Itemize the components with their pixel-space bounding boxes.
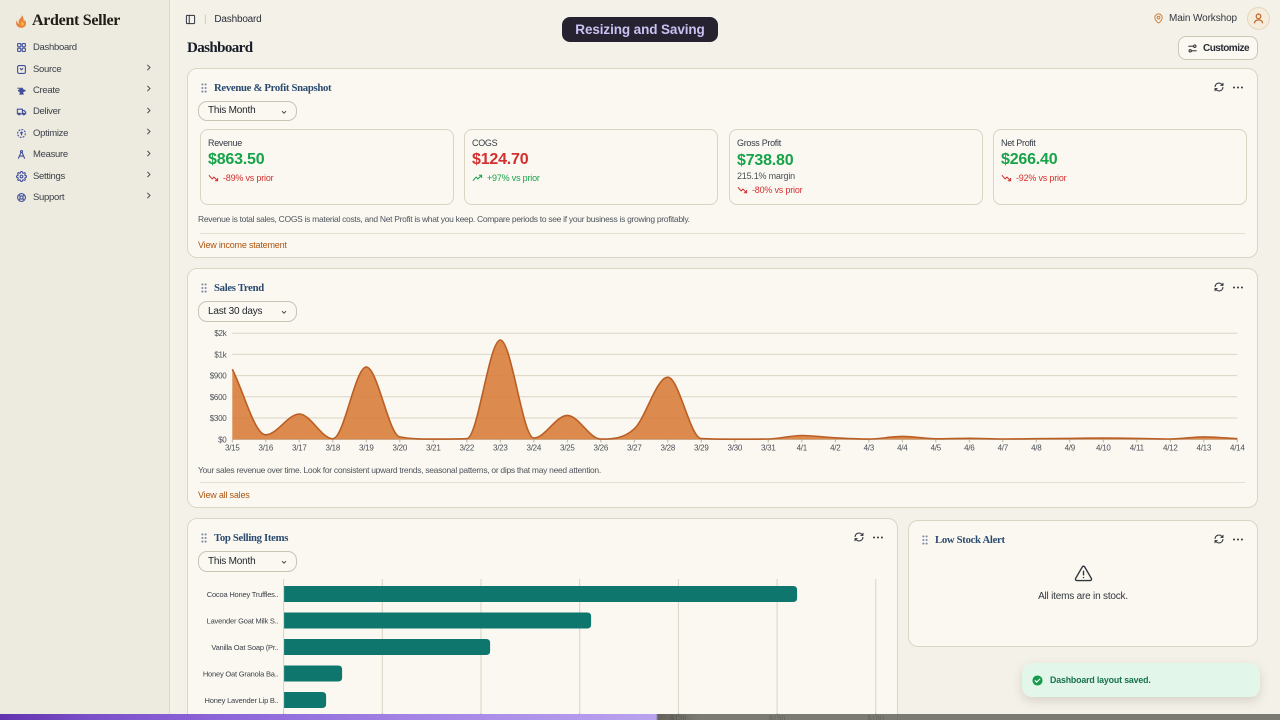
svg-text:3/23: 3/23 [493,444,508,453]
svg-text:3/15: 3/15 [225,444,240,453]
svg-text:4/6: 4/6 [964,444,975,453]
svg-text:4/12: 4/12 [1163,444,1178,453]
svg-text:$2k: $2k [214,329,227,338]
svg-text:Vanilla Oat Soap (Pr..: Vanilla Oat Soap (Pr.. [211,643,278,652]
svg-text:3/25: 3/25 [560,444,575,453]
svg-text:3/30: 3/30 [728,444,743,453]
svg-text:4/1: 4/1 [797,444,808,453]
svg-text:4/4: 4/4 [897,444,908,453]
svg-text:4/9: 4/9 [1065,444,1076,453]
svg-text:Cocoa Honey Truffles..: Cocoa Honey Truffles.. [207,590,279,599]
svg-text:3/29: 3/29 [694,444,709,453]
svg-text:Honey Lavender Lip B..: Honey Lavender Lip B.. [205,696,279,705]
svg-text:4/5: 4/5 [931,444,942,453]
svg-text:4/14: 4/14 [1230,444,1245,453]
svg-text:$300: $300 [210,414,228,423]
svg-text:Lavender Goat Milk S..: Lavender Goat Milk S.. [207,617,279,626]
svg-text:3/28: 3/28 [661,444,676,453]
svg-text:3/20: 3/20 [393,444,408,453]
svg-text:3/19: 3/19 [359,444,374,453]
svg-text:3/22: 3/22 [460,444,475,453]
svg-text:4/11: 4/11 [1130,444,1145,453]
svg-text:4/2: 4/2 [830,444,841,453]
svg-text:3/27: 3/27 [627,444,642,453]
svg-text:3/31: 3/31 [761,444,776,453]
svg-text:4/8: 4/8 [1031,444,1042,453]
svg-text:3/18: 3/18 [326,444,341,453]
svg-text:3/16: 3/16 [259,444,274,453]
svg-text:3/21: 3/21 [426,444,441,453]
svg-text:3/26: 3/26 [594,444,609,453]
svg-text:3/17: 3/17 [292,444,307,453]
svg-text:$0: $0 [218,435,227,444]
svg-text:$900: $900 [210,372,228,381]
svg-text:$1k: $1k [214,350,227,359]
svg-text:4/3: 4/3 [864,444,875,453]
svg-text:3/24: 3/24 [527,444,542,453]
svg-text:4/13: 4/13 [1197,444,1212,453]
svg-text:$600: $600 [210,393,228,402]
svg-text:Honey Oat Granola Ba..: Honey Oat Granola Ba.. [203,670,279,679]
svg-text:4/7: 4/7 [998,444,1009,453]
svg-text:4/10: 4/10 [1096,444,1111,453]
